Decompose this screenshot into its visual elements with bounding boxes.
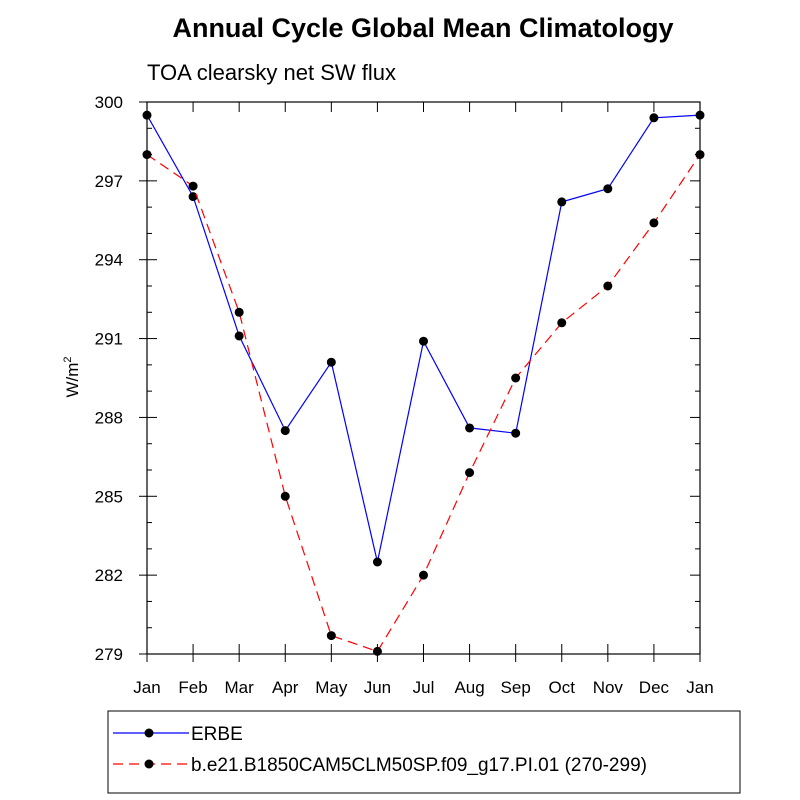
series-1 — [142, 110, 705, 567]
x-tick-label: Nov — [593, 678, 624, 697]
data-point — [372, 646, 382, 656]
data-point — [557, 318, 567, 328]
data-point — [557, 197, 567, 207]
legend-label: b.e21.B1850CAM5CLM50SP.f09_g17.PI.01 (27… — [191, 755, 647, 776]
data-point — [280, 491, 290, 501]
y-tick-label: 294 — [95, 251, 123, 270]
data-point — [465, 423, 475, 433]
legend-label: ERBE — [191, 724, 243, 745]
y-tick-label: 300 — [95, 93, 123, 112]
legend: ERBE b.e21.B1850CAM5CLM50SP.f09_g17.PI.01… — [107, 710, 741, 794]
x-tick-label: Jan — [133, 678, 160, 697]
x-tick-label: Aug — [454, 678, 484, 697]
data-point — [142, 110, 152, 120]
legend-box — [107, 710, 741, 794]
y-tick-label: 279 — [95, 645, 123, 664]
series-layer — [142, 110, 705, 656]
x-tick-label: Jun — [364, 678, 391, 697]
data-point — [649, 218, 659, 228]
data-point — [419, 336, 428, 346]
y-tick-label: 291 — [95, 330, 123, 349]
x-tick-label: Jan — [686, 678, 713, 697]
y-tick-label: 282 — [95, 566, 123, 585]
chart-subtitle: TOA clearsky net SW flux — [147, 60, 396, 85]
y-axis-label-unit: W/m — [63, 363, 82, 398]
x-tick-label: May — [315, 678, 348, 697]
data-point — [511, 428, 521, 438]
x-axis-ticks: Jan Feb Mar Apr May Jun Jul Aug Sep Oct Nov Dec Jan — [133, 102, 714, 697]
data-point — [695, 150, 705, 160]
data-point — [280, 426, 290, 436]
data-point — [326, 357, 336, 367]
legend-marker — [144, 759, 154, 769]
data-point — [188, 181, 198, 191]
data-point — [372, 557, 382, 567]
data-point — [465, 468, 475, 478]
data-point — [695, 110, 705, 120]
x-tick-label: Mar — [225, 678, 255, 697]
data-point — [603, 184, 613, 194]
data-point — [511, 373, 521, 383]
data-point — [326, 631, 336, 641]
x-tick-label: Jul — [413, 678, 435, 697]
legend-items: ERBE b.e21.B1850CAM5CLM50SP.f09_g17.PI.01… — [113, 724, 647, 776]
x-tick-label: Apr — [272, 678, 299, 697]
x-tick-label: Feb — [178, 678, 207, 697]
x-tick-label: Sep — [501, 678, 531, 697]
x-tick-label: Dec — [639, 678, 670, 697]
data-point — [234, 307, 244, 317]
y-axis-label-superscript: 2 — [62, 356, 74, 362]
data-point — [234, 331, 244, 341]
legend-item: b.e21.B1850CAM5CLM50SP.f09_g17.PI.01 (27… — [113, 755, 647, 776]
data-point — [419, 570, 428, 580]
x-tick-label: Oct — [549, 678, 576, 697]
y-tick-label: 297 — [95, 172, 123, 191]
data-point — [649, 113, 659, 123]
data-point — [603, 281, 613, 291]
series-2 — [142, 150, 705, 656]
data-point — [188, 192, 198, 202]
y-axis-ticks: 279 282 285 288 291 294 297 300 — [95, 93, 700, 664]
y-tick-label: 285 — [95, 487, 123, 506]
legend-marker — [144, 728, 154, 738]
data-point — [142, 150, 152, 160]
chart-title: Annual Cycle Global Mean Climatology — [172, 13, 673, 43]
y-axis-title: W/m2 — [62, 356, 82, 397]
legend-item: ERBE — [113, 724, 243, 745]
y-axis-label: W/m2 — [62, 356, 82, 397]
y-tick-label: 288 — [95, 408, 123, 427]
